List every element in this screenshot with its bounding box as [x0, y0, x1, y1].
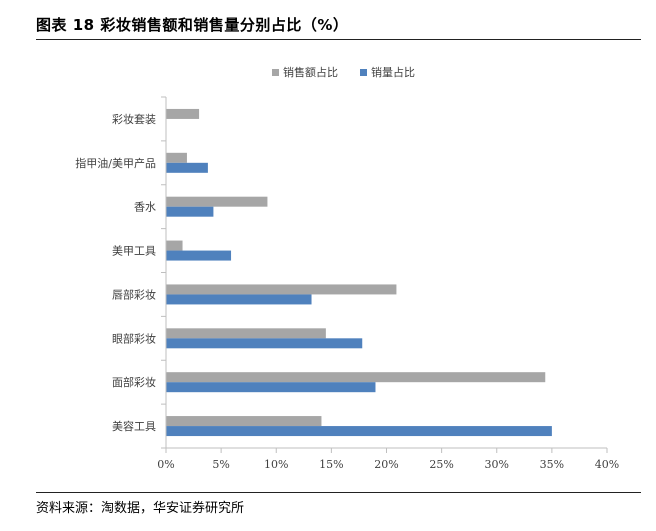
- category-label: 香水: [134, 201, 156, 214]
- category-label: 眼部彩妆: [112, 331, 156, 345]
- source-note: 资料来源：淘数据，华安证券研究所: [36, 501, 245, 516]
- bar-sales-amount: [166, 372, 546, 383]
- category-label: 面部彩妆: [112, 375, 156, 389]
- x-tick-label: 5%: [212, 458, 229, 471]
- category-label: 美容工具: [112, 419, 156, 433]
- category-label: 指甲油/美甲产品: [75, 156, 156, 170]
- bar-sales-amount: [166, 328, 326, 339]
- chart-title: 图表 18 彩妆销售额和销售量分别占比（%）: [36, 16, 349, 34]
- bar-chart: 销售额占比 销量占比 彩妆套装指甲油/美甲产品香水美甲工具唇部彩妆眼部彩妆面部彩妆…: [75, 65, 619, 471]
- bar-sales-volume: [166, 426, 552, 437]
- bar-sales-volume: [166, 250, 232, 261]
- bar-sales-volume: [166, 162, 208, 173]
- x-tick-label: 25%: [429, 458, 453, 471]
- footer-divider: [36, 492, 641, 493]
- bar-sales-volume: [166, 294, 312, 305]
- legend-swatch: [272, 69, 279, 76]
- title-divider: [36, 39, 641, 40]
- bar-sales-amount: [166, 416, 322, 427]
- bar-sales-amount: [166, 152, 187, 163]
- chart-bars: [166, 108, 552, 437]
- x-tick-label: 15%: [319, 458, 343, 471]
- bar-sales-amount: [166, 196, 268, 207]
- legend-label: 销售额占比: [283, 65, 338, 79]
- bar-sales-amount: [166, 240, 183, 251]
- x-tick-label: 20%: [374, 458, 398, 471]
- bar-sales-amount: [166, 108, 200, 119]
- category-label: 彩妆套装: [112, 113, 156, 126]
- legend-swatch: [360, 69, 367, 76]
- x-tick-label: 40%: [595, 458, 619, 471]
- bar-sales-volume: [166, 206, 214, 217]
- x-tick-label: 35%: [540, 458, 564, 471]
- category-label: 美甲工具: [112, 245, 156, 258]
- chart-legend: 销售额占比 销量占比: [272, 65, 415, 79]
- x-tick-label: 30%: [485, 458, 509, 471]
- category-label: 唇部彩妆: [112, 287, 156, 301]
- x-tick-label: 10%: [264, 458, 288, 471]
- bar-sales-volume: [166, 382, 376, 393]
- bar-sales-volume: [166, 338, 363, 349]
- legend-label: 销量占比: [371, 65, 415, 79]
- bar-sales-amount: [166, 284, 397, 295]
- x-tick-label: 0%: [157, 458, 174, 471]
